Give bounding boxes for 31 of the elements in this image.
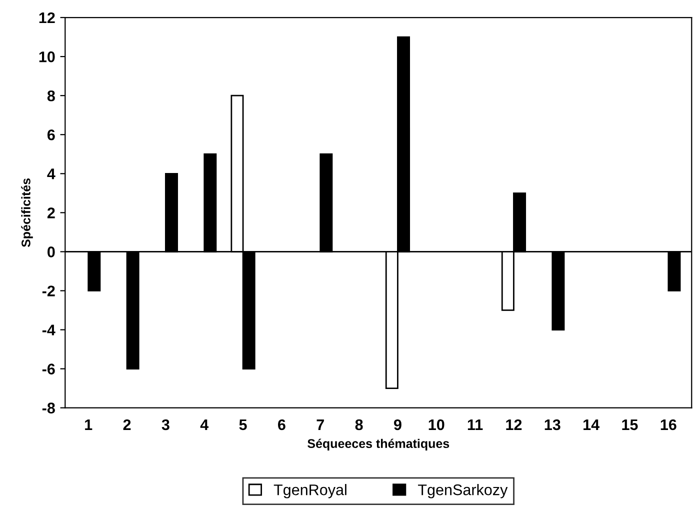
x-tick-label: 11 <box>468 419 483 430</box>
x-tick-label: 1 <box>85 419 92 430</box>
x-tick-label: 14 <box>584 419 600 430</box>
x-tick-label: 7 <box>316 419 324 430</box>
y-axis-title: Spécificités <box>21 178 33 248</box>
x-tick-label: 9 <box>394 419 402 430</box>
x-tick-label: 5 <box>239 419 247 430</box>
y-tick-label: 10 <box>39 51 55 62</box>
x-axis-title: Séqueeces thématiques <box>308 438 450 450</box>
x-tick-label: 10 <box>428 419 444 430</box>
y-tick-label: 6 <box>47 129 55 140</box>
legend-label: TgenRoyal <box>274 484 346 498</box>
x-tick-label: 3 <box>162 419 170 430</box>
x-tick-label: 16 <box>660 419 676 430</box>
x-tick-label: 2 <box>123 419 131 430</box>
y-tick-label: 4 <box>47 168 56 180</box>
y-tick-label: -4 <box>42 324 56 336</box>
y-tick-label: -6 <box>42 364 55 374</box>
x-tick-label: 4 <box>200 419 209 430</box>
x-tick-label: 12 <box>506 419 522 430</box>
y-tick-label: -2 <box>42 286 55 296</box>
x-tick-label: 6 <box>278 419 286 430</box>
legend-label: TgenSarkozy <box>418 484 508 498</box>
y-tick-label: 12 <box>39 12 55 24</box>
x-tick-label: 13 <box>544 419 560 430</box>
y-tick-label: -8 <box>42 402 55 414</box>
y-tick-label: 2 <box>47 208 55 218</box>
y-tick-label: 8 <box>47 90 55 102</box>
y-tick-label: 0 <box>48 246 55 258</box>
x-tick-label: 15 <box>622 419 638 430</box>
x-tick-label: 8 <box>355 419 363 430</box>
